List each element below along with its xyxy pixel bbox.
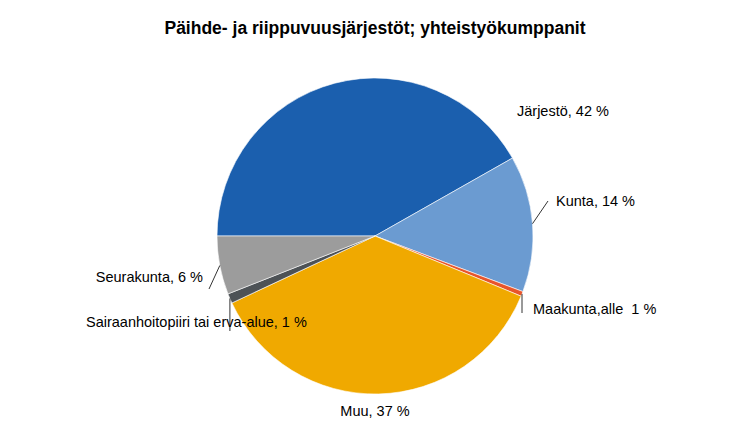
label-value: ,alle 1 %	[597, 301, 657, 317]
label-category: Sairaanhoitopiiri tai erva-alue	[86, 314, 274, 330]
data-label: Sairaanhoitopiiri tai erva-alue, 1 %	[86, 314, 307, 330]
data-label: Kunta, 14 %	[556, 193, 635, 209]
label-category: Maakunta	[533, 301, 598, 317]
data-label: Maakunta,alle 1 %	[533, 301, 656, 317]
label-value: , 1 %	[274, 314, 307, 330]
label-category: Kunta	[556, 193, 595, 209]
chart: Päihde- ja riippuvuusjärjestöt; yhteisty…	[0, 0, 750, 436]
leader-line	[209, 266, 220, 290]
chart-title: Päihde- ja riippuvuusjärjestöt; yhteisty…	[164, 18, 585, 38]
slices	[217, 78, 533, 394]
data-label: Muu, 37 %	[340, 403, 409, 419]
label-value: , 42 %	[568, 103, 609, 119]
data-label: Järjestö, 42 %	[517, 103, 609, 119]
data-label: Seurakunta, 6 %	[96, 269, 203, 285]
leader-line	[533, 201, 549, 224]
label-category: Muu	[340, 403, 368, 419]
label-category: Seurakunta	[96, 269, 171, 285]
label-value: , 14 %	[594, 193, 635, 209]
label-value: , 37 %	[369, 403, 410, 419]
label-category: Järjestö	[517, 103, 568, 119]
data-labels: Järjestö, 42 % Kunta, 14 % Maakunta,alle 1…	[86, 103, 656, 419]
label-value: , 6 %	[170, 269, 203, 285]
pie-slice	[217, 236, 375, 294]
leader-line	[522, 294, 523, 313]
